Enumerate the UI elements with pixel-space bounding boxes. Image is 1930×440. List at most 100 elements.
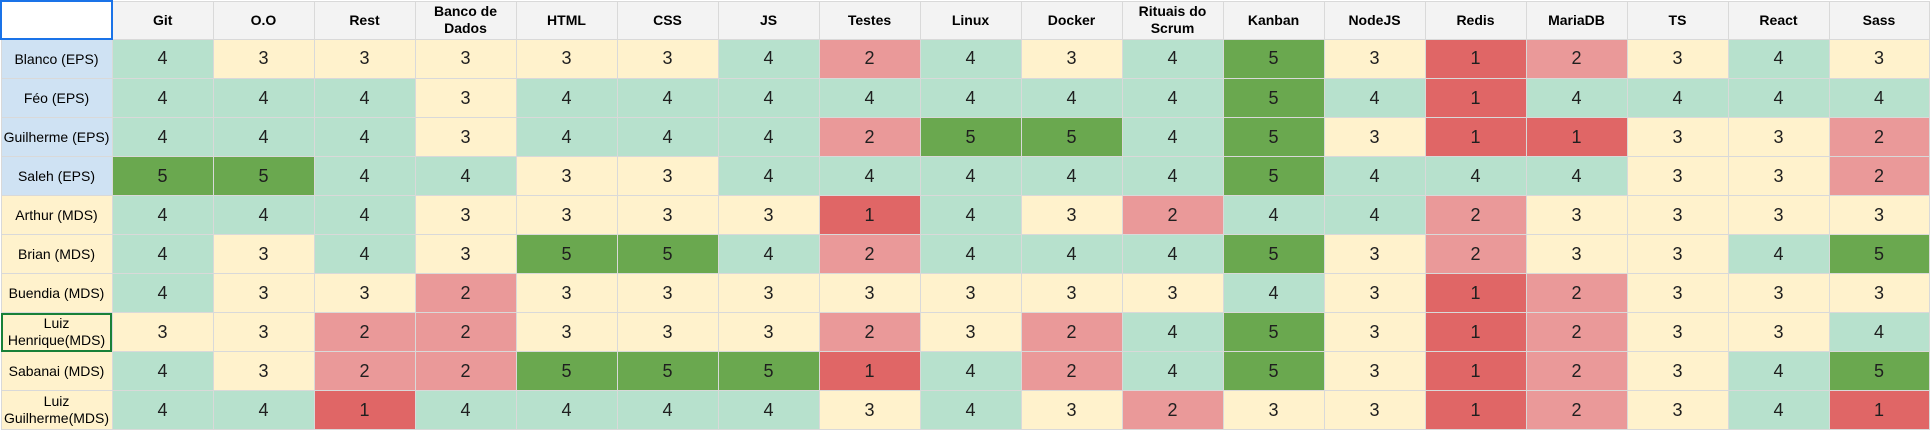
score-cell[interactable]: 3 — [414, 117, 517, 157]
score-cell[interactable]: 4 — [717, 38, 820, 79]
score-cell[interactable]: 2 — [818, 38, 921, 79]
column-header[interactable]: TS — [1626, 0, 1729, 40]
column-header[interactable]: Docker — [1020, 0, 1123, 40]
score-cell[interactable]: 3 — [212, 351, 315, 391]
score-cell[interactable]: 1 — [313, 390, 416, 430]
corner-cell[interactable] — [0, 0, 113, 40]
score-cell[interactable]: 4 — [1828, 78, 1930, 118]
score-cell[interactable]: 3 — [1727, 117, 1830, 157]
score-cell[interactable]: 1 — [1424, 351, 1527, 391]
score-cell[interactable]: 4 — [1828, 312, 1930, 352]
score-cell[interactable]: 4 — [919, 156, 1022, 196]
score-cell[interactable]: 1 — [1424, 273, 1527, 313]
score-cell[interactable]: 3 — [212, 273, 315, 313]
score-cell[interactable]: 2 — [818, 312, 921, 352]
score-cell[interactable]: 4 — [717, 156, 820, 196]
column-header[interactable]: CSS — [616, 0, 719, 40]
score-cell[interactable]: 1 — [1828, 390, 1930, 430]
column-header[interactable]: O.O — [212, 0, 315, 40]
score-cell[interactable]: 4 — [919, 351, 1022, 391]
score-cell[interactable]: 3 — [1323, 390, 1426, 430]
score-cell[interactable]: 4 — [515, 78, 618, 118]
score-cell[interactable]: 2 — [1020, 312, 1123, 352]
score-cell[interactable]: 1 — [1424, 78, 1527, 118]
score-cell[interactable]: 4 — [616, 78, 719, 118]
score-cell[interactable]: 4 — [111, 351, 214, 391]
score-cell[interactable]: 4 — [1525, 156, 1628, 196]
score-cell[interactable]: 3 — [212, 312, 315, 352]
column-header[interactable]: Git — [111, 0, 214, 40]
score-cell[interactable]: 4 — [1626, 78, 1729, 118]
score-cell[interactable]: 3 — [616, 273, 719, 313]
score-cell[interactable]: 3 — [1020, 195, 1123, 235]
score-cell[interactable]: 4 — [111, 234, 214, 274]
score-cell[interactable]: 2 — [818, 117, 921, 157]
score-cell[interactable]: 3 — [1626, 117, 1729, 157]
score-cell[interactable]: 3 — [1525, 234, 1628, 274]
score-cell[interactable]: 1 — [818, 195, 921, 235]
score-cell[interactable]: 4 — [1727, 38, 1830, 79]
score-cell[interactable]: 2 — [818, 234, 921, 274]
score-cell[interactable]: 4 — [717, 78, 820, 118]
column-header[interactable]: Testes — [818, 0, 921, 40]
score-cell[interactable]: 4 — [212, 78, 315, 118]
score-cell[interactable]: 3 — [1626, 38, 1729, 79]
score-cell[interactable]: 4 — [212, 117, 315, 157]
score-cell[interactable]: 4 — [1323, 156, 1426, 196]
score-cell[interactable]: 5 — [1222, 351, 1325, 391]
score-cell[interactable]: 1 — [1424, 117, 1527, 157]
score-cell[interactable]: 3 — [212, 38, 315, 79]
score-cell[interactable]: 2 — [1121, 390, 1224, 430]
score-cell[interactable]: 4 — [919, 234, 1022, 274]
score-cell[interactable]: 4 — [515, 390, 618, 430]
score-cell[interactable]: 4 — [1727, 390, 1830, 430]
score-cell[interactable]: 3 — [616, 312, 719, 352]
score-cell[interactable]: 4 — [212, 390, 315, 430]
score-cell[interactable]: 3 — [1525, 195, 1628, 235]
score-cell[interactable]: 4 — [1121, 117, 1224, 157]
score-cell[interactable]: 4 — [1121, 156, 1224, 196]
score-cell[interactable]: 3 — [1626, 234, 1729, 274]
row-header-cell[interactable]: Sabanai (MDS) — [0, 351, 113, 391]
column-header[interactable]: Banco de Dados — [414, 0, 517, 40]
score-cell[interactable]: 5 — [1222, 117, 1325, 157]
score-cell[interactable]: 4 — [1727, 351, 1830, 391]
score-cell[interactable]: 3 — [111, 312, 214, 352]
score-cell[interactable]: 3 — [717, 195, 820, 235]
score-cell[interactable]: 3 — [1222, 390, 1325, 430]
score-cell[interactable]: 2 — [1525, 351, 1628, 391]
score-cell[interactable]: 5 — [616, 234, 719, 274]
row-header-cell[interactable]: Luiz Henrique(MDS) — [0, 312, 113, 352]
row-header-cell[interactable]: Guilherme (EPS) — [0, 117, 113, 157]
column-header[interactable]: MariaDB — [1525, 0, 1628, 40]
score-cell[interactable]: 3 — [1626, 195, 1729, 235]
score-cell[interactable]: 3 — [1828, 195, 1930, 235]
score-cell[interactable]: 2 — [1525, 390, 1628, 430]
score-cell[interactable]: 3 — [1323, 234, 1426, 274]
score-cell[interactable]: 2 — [1020, 351, 1123, 391]
score-cell[interactable]: 4 — [111, 78, 214, 118]
row-header-cell[interactable]: Buendia (MDS) — [0, 273, 113, 313]
score-cell[interactable]: 4 — [1020, 234, 1123, 274]
score-cell[interactable]: 2 — [414, 273, 517, 313]
score-cell[interactable]: 3 — [616, 195, 719, 235]
score-cell[interactable]: 4 — [313, 195, 416, 235]
score-cell[interactable]: 4 — [1323, 195, 1426, 235]
score-cell[interactable]: 4 — [1020, 78, 1123, 118]
score-cell[interactable]: 3 — [616, 38, 719, 79]
score-cell[interactable]: 3 — [515, 195, 618, 235]
score-cell[interactable]: 4 — [313, 117, 416, 157]
score-cell[interactable]: 1 — [1424, 38, 1527, 79]
score-cell[interactable]: 5 — [1222, 78, 1325, 118]
score-cell[interactable]: 4 — [1727, 234, 1830, 274]
score-cell[interactable]: 4 — [717, 390, 820, 430]
score-cell[interactable]: 3 — [414, 195, 517, 235]
score-cell[interactable]: 5 — [1828, 351, 1930, 391]
row-header-cell[interactable]: Saleh (EPS) — [0, 156, 113, 196]
score-cell[interactable]: 3 — [616, 156, 719, 196]
score-cell[interactable]: 4 — [717, 117, 820, 157]
score-cell[interactable]: 4 — [1121, 78, 1224, 118]
score-cell[interactable]: 5 — [1222, 38, 1325, 79]
row-header-cell[interactable]: Brian (MDS) — [0, 234, 113, 274]
score-cell[interactable]: 3 — [717, 312, 820, 352]
